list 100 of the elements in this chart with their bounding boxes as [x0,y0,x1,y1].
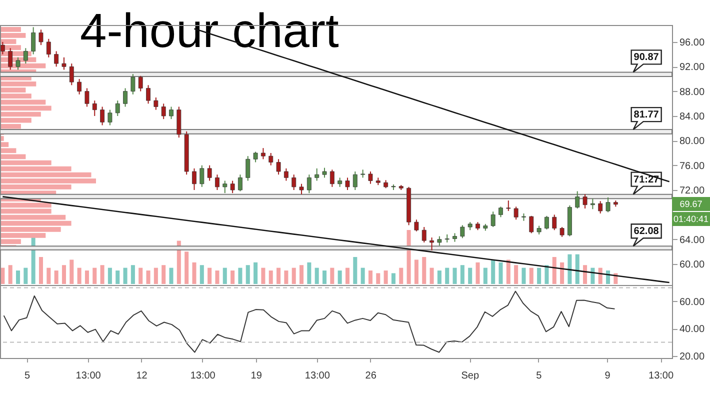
bar [430,268,434,284]
candlestick [338,177,342,188]
bar [598,268,602,284]
candlestick [345,177,350,191]
line-series [2,196,670,284]
candlestick [62,56,66,70]
bar [192,262,196,284]
bar [307,262,312,284]
x-tick-label: 13:00 [190,370,216,382]
candlestick [560,226,564,238]
candlestick [422,226,426,243]
candlestick [437,236,442,246]
x-tick-label: 9 [604,370,611,382]
bar [46,268,51,284]
candlestick [582,194,588,210]
candlestick [215,174,220,191]
candlestick [0,41,5,55]
candlestick [200,164,204,188]
bar [77,268,82,284]
bar [222,268,227,284]
candlestick [230,180,235,194]
candlestick [161,103,166,120]
candlestick [38,29,44,46]
bar [130,265,135,284]
candlestick [8,48,13,70]
bar [498,262,503,284]
candlestick [115,100,120,116]
band-label: 81.77 [634,110,660,121]
candlestick [498,206,503,218]
bar [345,268,350,284]
candlestick [544,215,549,230]
bar [406,230,411,284]
candlestick [253,151,258,163]
bar [246,265,250,284]
bar [353,257,358,284]
bar [215,270,220,284]
bar [414,260,418,284]
candlestick [598,200,603,214]
bar [268,270,273,284]
bar [552,257,556,284]
candlestick [46,38,51,58]
candlestick [123,88,128,108]
bar [360,268,365,284]
bar [24,268,28,284]
candlestick [606,196,610,213]
x-tick-label: 12 [136,370,148,382]
bar [437,270,442,284]
x-tick-label: 26 [365,370,377,382]
y-tick-label: 64.00 [680,234,705,246]
candlestick [352,171,358,191]
candlestick [529,215,534,234]
bar [384,270,388,284]
bar [399,268,404,284]
candlestick [31,26,36,55]
bar [208,268,212,284]
candlestick [276,158,281,176]
y-tick-label: 92.00 [680,62,705,74]
candlestick [490,211,496,228]
x-tick-label: 13:00 [304,370,330,382]
candlestick [260,148,266,160]
candlestick [23,48,28,64]
candlestick [314,168,320,182]
x-tick-label: 13:00 [648,370,674,382]
x-tick-label: 5 [24,370,30,382]
y-tick-label: 20.00 [680,351,705,362]
y-tick-label: 72.00 [680,186,705,197]
annotation: 69.67 [672,197,710,212]
candlestick [292,174,296,191]
candlestick [322,167,327,178]
candlestick [306,174,312,194]
bar [276,268,281,284]
candlestick [222,180,228,194]
bar [292,268,296,284]
candlestick [368,171,373,184]
bar [544,265,549,284]
candlestick [246,156,250,182]
candlestick [16,56,20,70]
bar [108,268,112,284]
bar [583,265,588,284]
bar [200,265,204,284]
candlestick [590,198,595,210]
bar [146,270,150,284]
bar [445,268,450,284]
candlestick [154,96,158,110]
bar [468,268,472,284]
bar [422,257,426,284]
y-tick-label: 76.00 [680,160,705,172]
candlestick [514,206,518,220]
bar [254,262,258,284]
x-tick-label: 13:00 [76,370,102,382]
candlestick [430,237,434,251]
bar [162,265,166,284]
bar [391,273,396,284]
bar [575,254,580,284]
candlestick [84,88,90,108]
bar [606,270,610,284]
bar [100,265,104,284]
bar [338,270,342,284]
candlestick [130,74,136,95]
text: 01:40:41 [672,212,710,226]
